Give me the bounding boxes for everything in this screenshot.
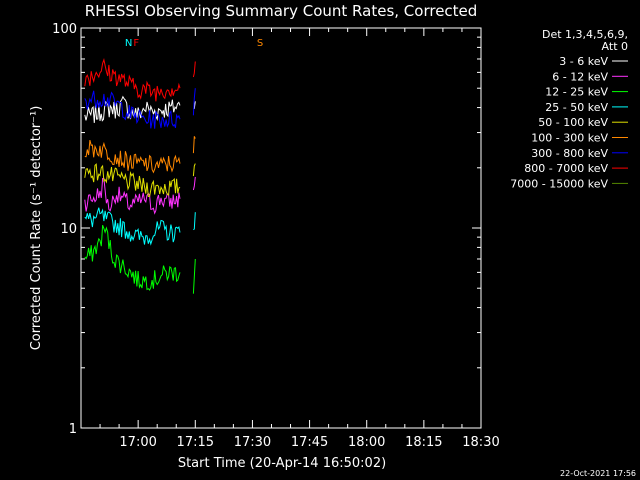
legend-label-4: 25 - 50 keV [545, 101, 608, 114]
x-axis-label: Start Time (20-Apr-14 16:50:02) [178, 456, 386, 471]
series-line-1-seg-1 [84, 95, 181, 123]
legend-label-8: 800 - 7000 keV [524, 162, 608, 175]
series-line-5-seg-1 [84, 163, 181, 197]
series-line-7-seg-1 [84, 90, 181, 129]
legend-label-3: 12 - 25 keV [545, 86, 608, 99]
plot-frame [80, 27, 482, 429]
series-line-6-seg-2 [192, 136, 196, 154]
series-line-8-seg-2 [192, 61, 196, 78]
series-line-7-seg-2 [192, 88, 196, 116]
series-6 [84, 136, 196, 174]
x-tick-label-7: 18:30 [462, 435, 499, 450]
legend-label-6: 100 - 300 keV [531, 132, 608, 145]
series-1 [84, 95, 196, 123]
annotation-n: N [125, 38, 132, 49]
series-line-2-seg-1 [84, 177, 181, 215]
x-tick-label-2: 17:15 [177, 435, 214, 450]
series-2 [84, 176, 196, 215]
x-tick-label-4: 17:45 [291, 435, 328, 450]
x-tick-label-1: 17:00 [119, 435, 156, 450]
legend-label-7: 300 - 800 keV [531, 147, 608, 160]
y-tick-label-1: 1 [69, 422, 77, 437]
series-line-6-seg-1 [84, 139, 181, 174]
series-8 [84, 57, 196, 102]
series-line-2-seg-2 [192, 176, 196, 191]
series-line-4-seg-2 [193, 212, 196, 231]
series-line-8-seg-1 [84, 57, 181, 102]
series-3 [84, 225, 196, 294]
legend: Det 1,3,4,5,6,9,Att 0 3 - 6 keV 6 - 12 keV… [510, 28, 628, 190]
annotation-s: S [257, 38, 263, 49]
chart-title: RHESSI Observing Summary Count Rates, Co… [85, 2, 478, 20]
series-line-3-seg-1 [84, 225, 181, 291]
y-tick-label-3: 100 [52, 22, 77, 37]
series-line-3-seg-2 [192, 258, 196, 294]
legend-label-1: 3 - 6 keV [559, 55, 608, 68]
annotation-f: F [133, 38, 139, 49]
footer-timestamp: 22-Oct-2021 17:56 [560, 469, 636, 478]
series-line-4-seg-1 [84, 207, 181, 246]
legend-label-5: 50 - 100 keV [538, 116, 608, 129]
x-tick-label-6: 18:15 [405, 435, 442, 450]
legend-header-1: Det 1,3,4,5,6,9, [542, 28, 628, 41]
series-7 [84, 88, 196, 129]
legend-label-9: 7000 - 15000 keV [510, 177, 608, 190]
x-tick-label-3: 17:30 [234, 435, 271, 450]
y-tick-label-2: 10 [60, 222, 77, 237]
legend-header-2: Att 0 [602, 40, 628, 53]
series-5 [84, 163, 196, 197]
axes: 17:00 17:15 17:30 17:45 18:00 18:15 18:30 1 10 10… [52, 22, 500, 450]
x-tick-label-5: 18:00 [348, 435, 385, 450]
y-axis-label: Corrected Count Rate (s⁻¹ detector⁻¹) [29, 106, 44, 351]
series-line-5-seg-2 [192, 163, 196, 177]
legend-label-2: 6 - 12 keV [552, 70, 608, 83]
series-4 [84, 207, 196, 246]
